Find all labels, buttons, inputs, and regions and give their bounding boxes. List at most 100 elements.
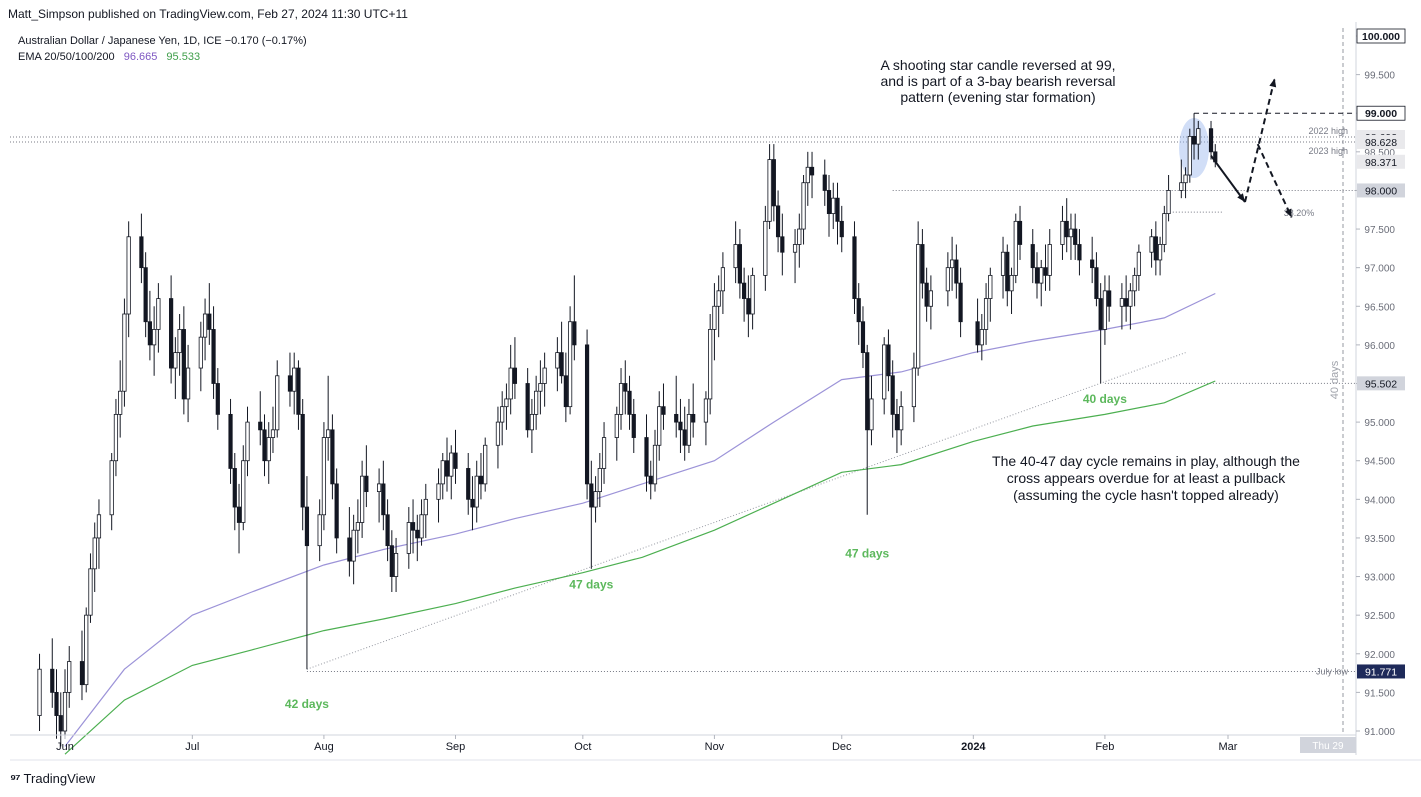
candle-body bbox=[1208, 128, 1214, 153]
ema-legend[interactable]: EMA 20/50/100/200 96.665 95.533 bbox=[18, 51, 200, 63]
ema-value-200: 95.533 bbox=[166, 51, 201, 63]
footer-brand[interactable]: ⁹⁷ TradingView bbox=[10, 771, 95, 786]
candle-body bbox=[1107, 290, 1112, 307]
candle-body bbox=[538, 383, 543, 392]
candle-body bbox=[381, 483, 386, 516]
candle-body bbox=[1009, 274, 1014, 292]
candle-body bbox=[241, 460, 246, 523]
candle-body bbox=[84, 614, 89, 686]
candle-body bbox=[682, 429, 687, 446]
candle bbox=[1179, 159, 1184, 199]
candle-body bbox=[410, 522, 416, 531]
candle-body bbox=[300, 413, 305, 508]
candle-body bbox=[453, 452, 458, 469]
candle-body bbox=[750, 274, 755, 315]
down-arrow-solid bbox=[1210, 155, 1246, 203]
candle bbox=[355, 499, 360, 554]
candle bbox=[449, 445, 454, 500]
candle-body bbox=[1124, 298, 1129, 307]
candle bbox=[1017, 205, 1023, 260]
candle bbox=[572, 275, 577, 361]
candle-body bbox=[113, 413, 119, 462]
candle-body bbox=[534, 390, 539, 415]
price-tag-label: 98.371 bbox=[1365, 157, 1397, 169]
candle-body bbox=[1043, 267, 1048, 276]
candle bbox=[1060, 205, 1065, 260]
candle bbox=[1187, 128, 1192, 183]
candle-body bbox=[423, 498, 428, 516]
candle-body bbox=[631, 413, 636, 438]
candle-body bbox=[797, 228, 802, 245]
candle bbox=[1043, 244, 1048, 291]
candle-body bbox=[147, 321, 152, 346]
candle-body bbox=[62, 691, 68, 732]
candle bbox=[88, 553, 93, 623]
candle bbox=[245, 406, 250, 477]
price-tag-box bbox=[1357, 183, 1405, 198]
down-arrow-dashed-head bbox=[1285, 208, 1292, 218]
x-tick-label: Feb bbox=[1095, 741, 1114, 753]
candle-body bbox=[440, 460, 445, 485]
candle bbox=[334, 468, 339, 554]
y-tick-label: 96.000 bbox=[1364, 341, 1395, 352]
candle bbox=[495, 406, 501, 469]
candle bbox=[928, 275, 933, 330]
candle bbox=[703, 391, 709, 446]
candle-body bbox=[652, 444, 658, 485]
candle bbox=[534, 375, 539, 430]
candle-body bbox=[202, 313, 208, 338]
candle bbox=[1162, 205, 1167, 253]
candle-body bbox=[708, 329, 713, 400]
candle bbox=[126, 221, 131, 338]
y-tick-label: 95.000 bbox=[1364, 418, 1395, 429]
candle-body bbox=[1132, 274, 1137, 292]
candle-body bbox=[109, 460, 114, 516]
candle-body bbox=[618, 383, 624, 415]
candle bbox=[1166, 175, 1171, 222]
candle bbox=[601, 422, 607, 484]
candle bbox=[317, 499, 322, 562]
candle-body bbox=[1153, 236, 1158, 261]
x-tick-label: Jun bbox=[56, 741, 74, 753]
level-label: 2022 high bbox=[1308, 126, 1348, 136]
candle-body bbox=[67, 661, 72, 693]
candle bbox=[376, 468, 382, 523]
candle-body bbox=[304, 506, 310, 547]
candle bbox=[839, 205, 844, 253]
candle bbox=[389, 530, 394, 592]
candle bbox=[920, 229, 925, 299]
candle-body bbox=[1179, 182, 1184, 191]
time-axis-tag bbox=[1300, 737, 1356, 753]
level-label: 2023 high bbox=[1308, 146, 1348, 156]
instrument-legend[interactable]: Australian Dollar / Japanese Yen, 1D, IC… bbox=[18, 35, 307, 47]
horizontal-levels bbox=[10, 112, 1356, 672]
y-tick-label: 94.000 bbox=[1364, 495, 1395, 506]
candle bbox=[1102, 275, 1108, 345]
candle bbox=[270, 406, 276, 453]
candle bbox=[304, 476, 310, 670]
candle-body bbox=[326, 429, 331, 438]
annotation-cycle-line: (assuming the cycle hasn't topped alread… bbox=[1013, 487, 1279, 503]
candle bbox=[181, 306, 186, 415]
candle bbox=[202, 298, 208, 361]
candle bbox=[406, 507, 411, 569]
candle bbox=[1183, 167, 1188, 199]
candle-body bbox=[152, 329, 157, 346]
candle bbox=[674, 375, 679, 438]
candle bbox=[584, 329, 590, 500]
candle-body bbox=[245, 421, 250, 462]
candle bbox=[682, 406, 687, 461]
candle-body bbox=[1094, 267, 1099, 299]
annotations: 2022 high 2023 high July low 38.20% 42 days 4… bbox=[285, 57, 1349, 711]
candle-body bbox=[572, 321, 577, 346]
price-tag-label: 99.000 bbox=[1365, 108, 1397, 120]
candle-body bbox=[355, 522, 360, 531]
candle bbox=[1000, 236, 1006, 299]
candle-body bbox=[911, 367, 917, 408]
candle bbox=[555, 337, 560, 392]
candle bbox=[1128, 283, 1133, 330]
candle-body bbox=[856, 298, 861, 323]
candle-body bbox=[508, 367, 513, 400]
candle bbox=[1073, 213, 1078, 260]
